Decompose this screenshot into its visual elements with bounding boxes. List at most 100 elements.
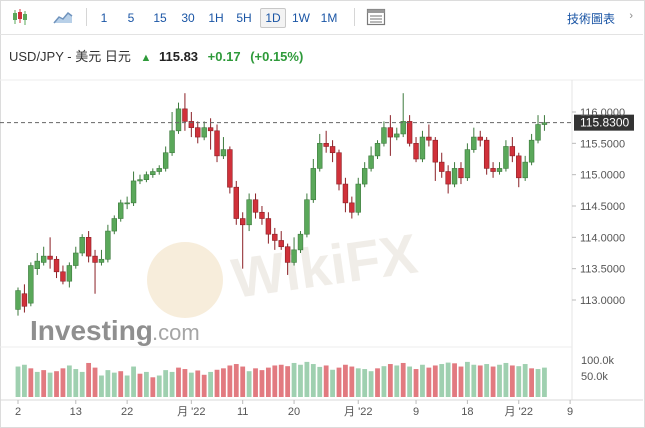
technical-chart-link[interactable]: 技術圖表 bbox=[566, 12, 615, 26]
candle-body bbox=[85, 237, 92, 257]
volume-bar bbox=[233, 364, 239, 397]
interval-30min-button[interactable]: 30 bbox=[181, 11, 195, 25]
volume-bar bbox=[240, 366, 246, 397]
candle-body bbox=[137, 179, 143, 182]
price-change-percent: (+0.15%) bbox=[250, 49, 304, 64]
volume-bar bbox=[439, 364, 445, 397]
volume-bar bbox=[310, 364, 316, 397]
table-view-icon[interactable] bbox=[366, 8, 386, 26]
candle-body bbox=[406, 121, 413, 144]
volume-bar bbox=[522, 364, 528, 397]
candle-body bbox=[535, 124, 541, 141]
volume-bar bbox=[413, 369, 419, 397]
candle-body bbox=[28, 265, 34, 304]
toolbar-divider bbox=[86, 8, 87, 26]
volume-bar bbox=[86, 362, 92, 397]
chevron-right-icon[interactable]: › bbox=[629, 10, 633, 22]
interval-5h-button[interactable]: 5H bbox=[236, 11, 252, 25]
candle-body bbox=[374, 143, 381, 157]
current-price-tag bbox=[574, 114, 634, 131]
interval-1m-button[interactable]: 1M bbox=[320, 11, 338, 25]
volume-bar bbox=[156, 375, 162, 397]
candle-body bbox=[214, 130, 220, 157]
price-tick-label: 114.0000 bbox=[580, 232, 625, 244]
candle-body bbox=[464, 149, 471, 179]
volume-bar bbox=[105, 370, 111, 397]
candle-body bbox=[53, 258, 60, 273]
volume-bar bbox=[400, 362, 406, 397]
investing-logo-suffix: .com bbox=[152, 320, 200, 345]
volume-bar bbox=[452, 363, 457, 397]
candle-body bbox=[207, 127, 214, 132]
candle-body bbox=[15, 290, 21, 310]
volume-bar bbox=[137, 373, 143, 397]
candle-body bbox=[368, 155, 374, 169]
candle-body bbox=[310, 168, 317, 201]
candle-body bbox=[79, 237, 85, 254]
volume-bar bbox=[34, 371, 40, 397]
volume-bar bbox=[54, 371, 59, 397]
volume-bar bbox=[246, 371, 252, 397]
interval-15min-button[interactable]: 15 bbox=[153, 11, 167, 25]
time-tick-label: 月 '22 bbox=[344, 406, 372, 418]
volume-bar bbox=[465, 361, 470, 397]
candle-body bbox=[143, 174, 150, 180]
volume-bar bbox=[509, 365, 515, 397]
interval-1min-button[interactable]: 1 bbox=[100, 11, 108, 25]
time-tick-label: 2 bbox=[15, 406, 21, 418]
time-tick-label: 9 bbox=[567, 406, 573, 418]
candle-body bbox=[304, 199, 310, 235]
volume-bar bbox=[426, 367, 432, 397]
time-tick-label: 13 bbox=[70, 406, 82, 418]
volume-bar bbox=[182, 369, 188, 397]
area-chart-icon[interactable] bbox=[53, 8, 73, 26]
volume-bar bbox=[99, 375, 104, 397]
volume-bar bbox=[278, 364, 284, 397]
grid bbox=[0, 79, 643, 401]
interval-5min-button[interactable]: 5 bbox=[127, 11, 135, 25]
candle-body bbox=[73, 252, 79, 266]
candle-body bbox=[34, 260, 40, 269]
interval-1d-button[interactable]: 1D bbox=[260, 8, 286, 28]
time-tick-label: 18 bbox=[461, 406, 473, 418]
candle-body bbox=[272, 233, 278, 241]
volume-bar bbox=[516, 366, 522, 397]
candle-body bbox=[201, 127, 207, 138]
candle-body bbox=[98, 258, 105, 263]
volume-tick-label: 100.0k bbox=[581, 355, 615, 367]
candlestick-icon[interactable] bbox=[11, 8, 29, 26]
price-tick-label: 114.5000 bbox=[580, 201, 625, 213]
candle-body bbox=[445, 171, 451, 185]
candle-body bbox=[195, 127, 201, 138]
candlesticks bbox=[15, 93, 548, 316]
candle-body bbox=[509, 146, 516, 157]
candle-body bbox=[265, 218, 272, 235]
volume-bar bbox=[298, 364, 303, 397]
volume-bar bbox=[291, 362, 297, 397]
current-price-label: 115.8300 bbox=[580, 116, 629, 130]
volume-bar bbox=[41, 370, 47, 397]
candle-body bbox=[21, 293, 28, 307]
toolbar-divider bbox=[354, 8, 355, 26]
volume-bar bbox=[131, 366, 136, 397]
candle-body bbox=[182, 108, 188, 122]
volume-bar bbox=[445, 362, 451, 397]
interval-1h-button[interactable]: 1H bbox=[208, 11, 224, 25]
candle-body bbox=[156, 168, 162, 172]
volume-bar bbox=[529, 368, 534, 397]
volume-bar bbox=[176, 367, 181, 397]
volume-bar bbox=[259, 370, 265, 397]
volume-bar bbox=[188, 372, 194, 397]
volume-bar bbox=[387, 364, 393, 397]
candle-body bbox=[503, 146, 509, 169]
interval-1w-button[interactable]: 1W bbox=[292, 11, 310, 25]
candle-body bbox=[477, 136, 483, 141]
volume-bar bbox=[92, 367, 98, 397]
candle-body bbox=[419, 136, 426, 160]
candle-body bbox=[361, 168, 368, 185]
volume-bar bbox=[118, 371, 124, 397]
time-tick-label: 月 '22 bbox=[177, 406, 205, 418]
candle-body bbox=[490, 168, 496, 172]
up-arrow-icon: ▲ bbox=[140, 52, 152, 64]
